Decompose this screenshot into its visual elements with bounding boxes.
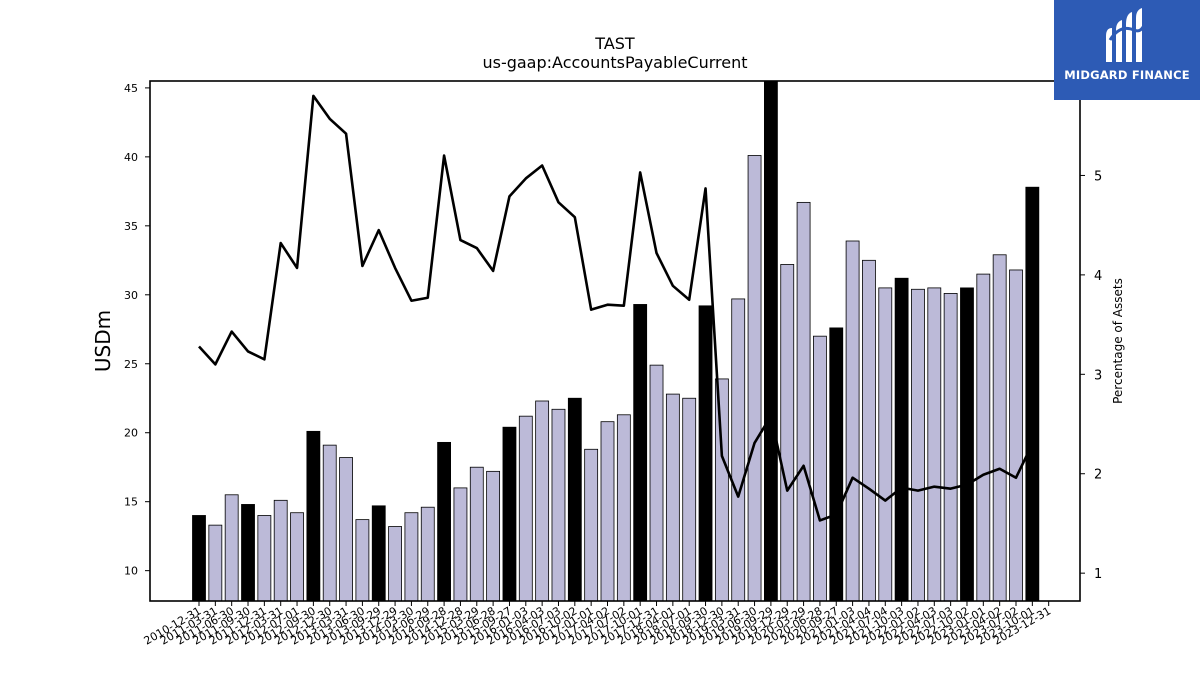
bar <box>355 519 370 602</box>
y-tick-label: 45 <box>124 82 138 95</box>
bar <box>306 430 321 602</box>
bar <box>862 259 876 602</box>
y-tick-label: 25 <box>124 358 138 371</box>
chart-subtitle: us-gaap:AccountsPayableCurrent <box>482 53 747 72</box>
y2-axis-label: Percentage of Assets <box>1111 278 1125 404</box>
bar <box>567 397 582 602</box>
y-tick-label: 15 <box>124 496 138 509</box>
bar <box>584 448 599 602</box>
bar <box>371 505 386 602</box>
logo-text: MIDGARD FINANCE <box>1064 68 1190 82</box>
bar <box>404 512 419 602</box>
bar <box>339 457 353 602</box>
bar <box>992 254 1007 602</box>
bar <box>290 512 304 602</box>
bar <box>486 470 501 602</box>
line-layer <box>198 94 1034 522</box>
bar <box>682 397 697 602</box>
bar <box>698 305 713 602</box>
bar <box>845 240 860 602</box>
bar <box>829 327 844 602</box>
series-line <box>198 94 1034 522</box>
bar <box>960 287 974 602</box>
bar <box>453 487 468 602</box>
bar <box>241 504 255 602</box>
bar <box>796 201 811 602</box>
bar <box>714 378 729 602</box>
bar <box>649 364 664 602</box>
bar <box>665 393 680 602</box>
bar <box>943 293 958 602</box>
bar <box>616 414 631 602</box>
y2-tick-label: 3 <box>1094 368 1102 383</box>
bar <box>469 466 484 602</box>
bar <box>1009 269 1023 602</box>
y-axis-label: USDm <box>91 310 115 372</box>
bar <box>257 515 272 602</box>
bar <box>192 515 206 602</box>
bar <box>208 524 223 602</box>
bar <box>633 304 648 602</box>
bar <box>911 288 925 602</box>
bars-layer <box>192 80 1040 602</box>
bar <box>878 287 893 602</box>
midgard-logo: MIDGARD FINANCE <box>1054 0 1200 100</box>
bar <box>518 415 533 602</box>
y-tick-label: 30 <box>124 289 138 302</box>
y2-tick-label: 1 <box>1094 567 1102 582</box>
bar <box>731 298 746 602</box>
bar <box>322 444 337 602</box>
bar <box>420 506 435 602</box>
bar <box>502 426 517 602</box>
y2-tick-label: 2 <box>1094 468 1102 483</box>
bar <box>535 400 550 602</box>
bar <box>437 441 452 602</box>
bar <box>1025 186 1040 602</box>
bar <box>764 80 778 602</box>
y2-tick-label: 5 <box>1094 169 1102 184</box>
y-tick-label: 10 <box>124 565 138 578</box>
bar <box>780 264 795 602</box>
plot-frame <box>149 80 1081 602</box>
bar <box>551 408 566 602</box>
chart-title: TAST <box>594 34 635 53</box>
bar <box>976 273 991 602</box>
bar <box>388 526 402 602</box>
midgard-logo-icon <box>1106 8 1148 62</box>
y2-tick-label: 4 <box>1094 269 1102 284</box>
y-tick-label: 40 <box>124 151 138 164</box>
bar <box>894 277 909 602</box>
bar <box>747 155 762 602</box>
bar <box>813 335 827 602</box>
bar <box>600 421 615 602</box>
bar <box>927 287 942 602</box>
y-tick-label: 20 <box>124 427 138 440</box>
y-tick-label: 35 <box>124 220 138 233</box>
axes-layer: 1015202530354045123452010-12-312011-03-3… <box>124 80 1102 648</box>
bar <box>224 494 239 602</box>
bar <box>273 499 288 602</box>
